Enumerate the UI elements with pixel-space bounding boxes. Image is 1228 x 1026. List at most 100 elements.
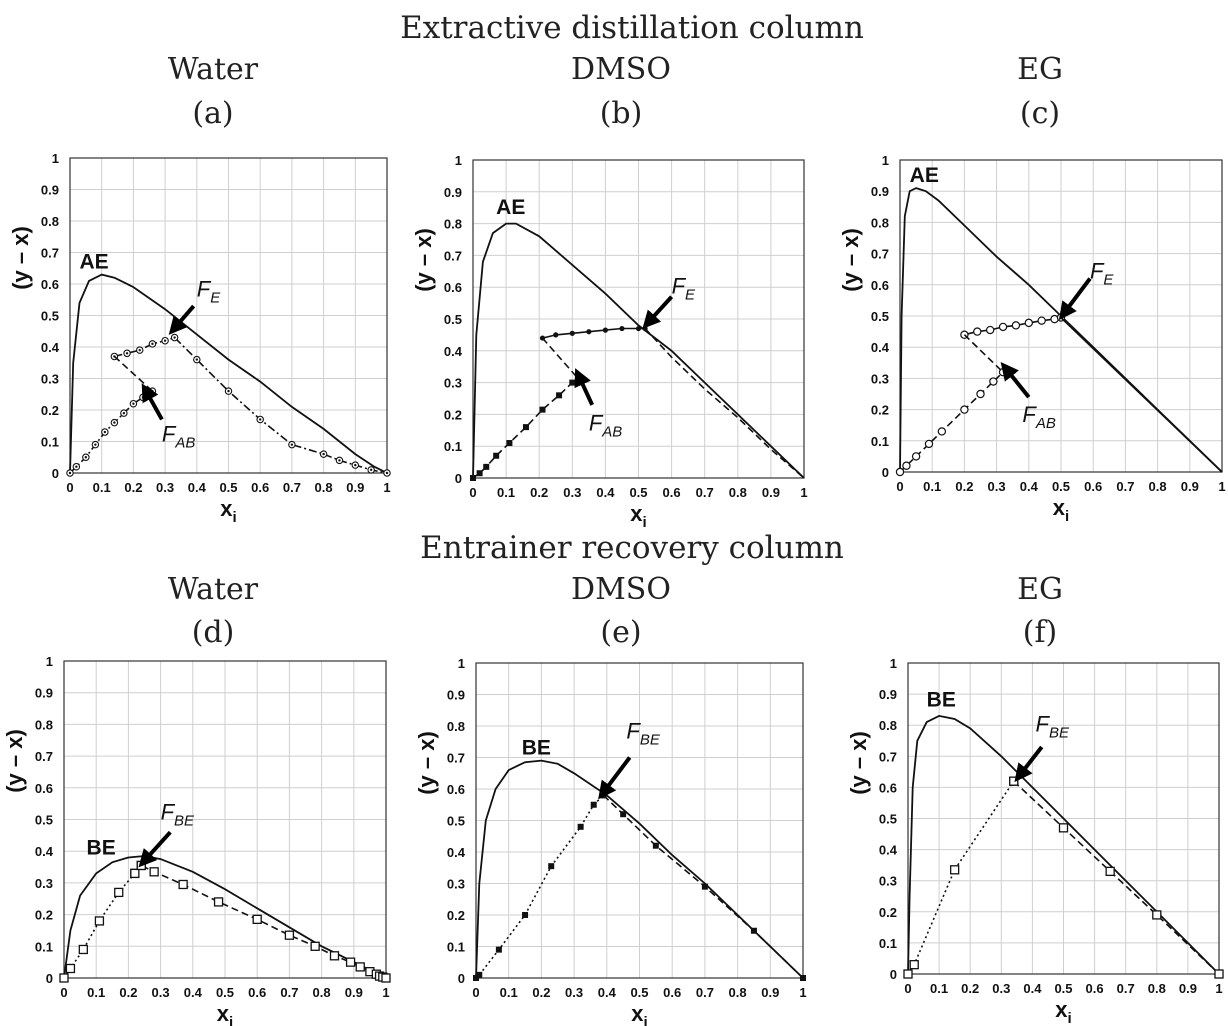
x-tick-label: 0.9 [762,485,780,500]
x-tick-label: 0.3 [992,981,1010,996]
y-tick-label: 0.2 [447,908,465,923]
y-tick-label: 0.8 [871,215,889,230]
profile-line-3 [964,335,1003,373]
curve-label: AE [80,250,109,273]
data-point [702,884,708,890]
x-tick-label: 0.6 [663,485,681,500]
data-point [910,961,918,969]
panel-solvent-label: DMSO [571,572,671,607]
data-point [253,915,261,923]
feed-label: FAB [162,422,195,452]
data-point [1106,867,1114,875]
x-tick-label: 0.3 [563,485,581,500]
data-point [1153,911,1161,919]
data-point [1060,824,1068,832]
y-tick-label: 0.7 [447,751,465,766]
data-point [951,866,959,874]
y-axis-label: (y – x) [2,729,27,793]
x-tick-label: 0.5 [630,985,648,1000]
data-point [903,462,910,469]
data-point-center [85,456,87,458]
x-tick-label: 0 [904,981,911,996]
y-tick-label: 0.7 [444,248,462,263]
y-tick-label: 0.5 [41,309,59,324]
x-tick-label: 0.4 [1020,479,1039,494]
data-point [493,453,499,459]
x-tick-label: 0.5 [219,480,237,495]
feed-label: FE [197,277,221,307]
y-tick-label: 0.1 [447,940,465,955]
annotation-arrow [146,391,162,419]
x-tick-label: 1 [800,485,807,500]
y-tick-label: 0.8 [41,214,59,229]
y-tick-label: 0 [46,971,53,986]
data-point-center [354,464,356,466]
data-point [990,378,997,385]
profile-line-4 [1061,318,1222,472]
x-tick-label: 0.3 [152,985,170,1000]
data-point-center [94,443,96,445]
x-tick-label: 1 [1215,981,1222,996]
chart-panel-e: DMSO (e) 0 0.1 0.2 0.3 0.4 0.5 0.6 0.7 0.8 0.9 1 0 0.1… [414,572,807,1026]
data-point-center [126,352,128,354]
panel-letter-label: (e) [600,615,641,650]
y-tick-label: 0.8 [35,717,53,732]
feed-label: FBE [626,719,660,749]
data-point [553,332,558,337]
data-point [522,912,528,918]
y-tick-label: 0.1 [879,936,897,951]
y-tick-label: 0.1 [871,434,889,449]
panel-solvent-label: DMSO [571,52,671,87]
x-tick-label: 0.2 [961,981,979,996]
data-point [925,440,932,447]
x-tick-label: 0.2 [532,985,550,1000]
y-tick-label: 0.1 [41,435,59,450]
data-point [137,861,145,869]
data-point [904,970,912,978]
data-point [636,326,641,331]
data-point [586,329,591,334]
x-tick-label: 0 [472,985,479,1000]
x-tick-label: 0.3 [988,479,1006,494]
data-point-center [123,412,125,414]
chart-panel-c: EG (c) 0 0.1 0.2 0.3 0.4 0.5 0.6 0.7 0.8 0.9 1 0 0.1 0.… [838,52,1226,525]
data-point [477,470,483,476]
x-tick-label: 0.7 [283,480,301,495]
x-tick-label: 0.4 [596,485,615,500]
curve-label: AE [496,196,525,219]
data-point [66,964,74,972]
data-point [977,390,984,397]
data-point [347,958,355,966]
x-tick-label: 0.8 [729,985,747,1000]
y-tick-label: 0.3 [41,372,59,387]
annotation-arrow [145,832,171,861]
data-point [603,328,608,333]
y-tick-label: 0.4 [41,340,60,355]
data-point [1215,970,1223,978]
y-tick-label: 0.9 [447,688,465,703]
x-tick-label: 1 [383,480,390,495]
x-axis-label: xi [220,496,236,526]
y-tick-label: 0.2 [444,407,462,422]
x-tick-label: 0.3 [156,480,174,495]
y-tick-label: 0 [455,471,462,486]
x-tick-label: 0.4 [1023,981,1042,996]
data-point [496,947,502,953]
data-point [570,331,575,336]
y-tick-label: 0.4 [447,845,466,860]
x-tick-label: 0.7 [1117,981,1135,996]
data-point-center [196,358,198,360]
curve-label: BE [522,736,551,759]
data-point [356,963,364,971]
panel-letter-label: (a) [192,96,233,131]
annotation-arrow [1020,747,1042,775]
data-point [974,328,981,335]
data-point-center [227,390,229,392]
y-axis-label: (y – x) [8,226,33,290]
y-tick-label: 0.6 [444,280,462,295]
y-tick-label: 0.9 [444,185,462,200]
x-tick-label: 0.2 [124,480,142,495]
data-point-center [113,421,115,423]
data-point [578,824,584,830]
data-point [131,869,139,877]
